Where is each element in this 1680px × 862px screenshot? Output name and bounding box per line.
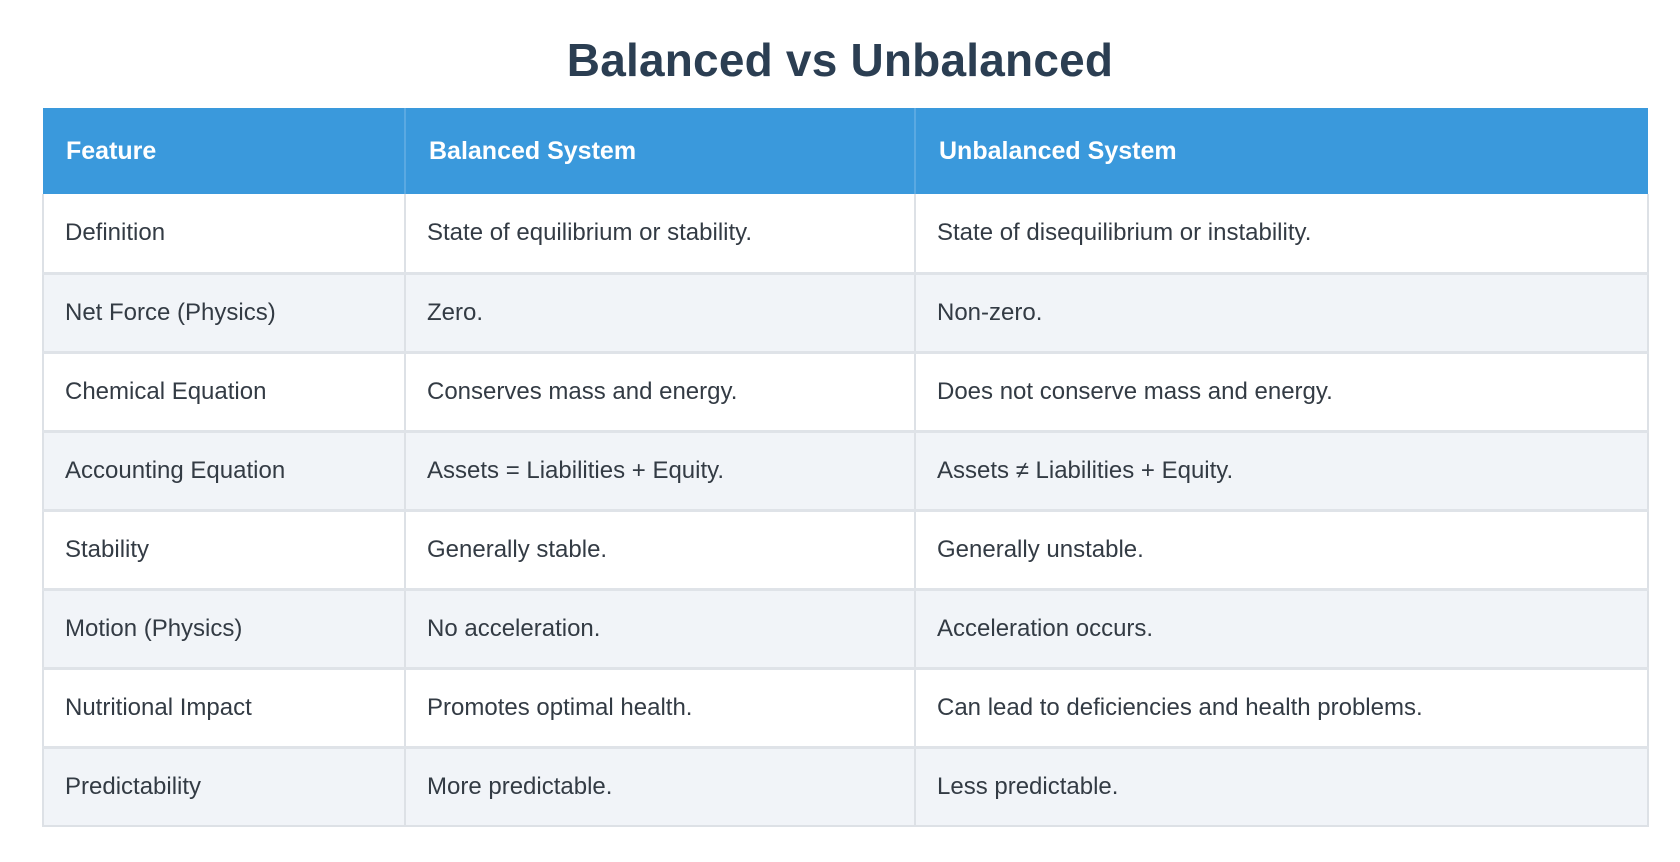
header-feature: Feature (43, 108, 406, 194)
unbalanced-cell: Does not conserve mass and energy. (914, 352, 1649, 433)
balanced-cell: State of equilibrium or stability. (404, 194, 916, 275)
header-row: Feature Balanced System Unbalanced Syste… (43, 108, 1648, 194)
table-row: Chemical Equation Conserves mass and ene… (42, 352, 1649, 433)
unbalanced-cell: Can lead to deficiencies and health prob… (914, 668, 1649, 749)
feature-cell: Definition (42, 194, 406, 275)
table-row: Nutritional Impact Promotes optimal heal… (42, 668, 1649, 749)
unbalanced-cell: State of disequilibrium or instability. (914, 194, 1649, 275)
balanced-cell: Assets = Liabilities + Equity. (404, 431, 916, 512)
balanced-cell: Promotes optimal health. (404, 668, 916, 749)
comparison-table: Feature Balanced System Unbalanced Syste… (42, 108, 1649, 827)
table-row: Predictability More predictable. Less pr… (42, 747, 1649, 827)
table-row: Net Force (Physics) Zero. Non-zero. (42, 273, 1649, 354)
feature-cell: Net Force (Physics) (42, 273, 406, 354)
feature-cell: Stability (42, 510, 406, 591)
table-header: Feature Balanced System Unbalanced Syste… (43, 108, 1648, 194)
balanced-cell: No acceleration. (404, 589, 916, 670)
table-row: Accounting Equation Assets = Liabilities… (42, 431, 1649, 512)
page-title: Balanced vs Unbalanced (566, 34, 1114, 86)
unbalanced-cell: Generally unstable. (914, 510, 1649, 591)
header-unbalanced-system: Unbalanced System (915, 108, 1648, 194)
unbalanced-cell: Less predictable. (914, 747, 1649, 827)
balanced-cell: Generally stable. (404, 510, 916, 591)
feature-cell: Motion (Physics) (42, 589, 406, 670)
feature-cell: Accounting Equation (42, 431, 406, 512)
unbalanced-cell: Acceleration occurs. (914, 589, 1649, 670)
balanced-cell: More predictable. (404, 747, 916, 827)
table-row: Definition State of equilibrium or stabi… (42, 194, 1649, 275)
table-row: Stability Generally stable. Generally un… (42, 510, 1649, 591)
table-body: Definition State of equilibrium or stabi… (42, 194, 1649, 827)
feature-cell: Nutritional Impact (42, 668, 406, 749)
unbalanced-cell: Non-zero. (914, 273, 1649, 354)
header-balanced-system: Balanced System (405, 108, 916, 194)
table-row: Motion (Physics) No acceleration. Accele… (42, 589, 1649, 670)
unbalanced-cell: Assets ≠ Liabilities + Equity. (914, 431, 1649, 512)
balanced-cell: Zero. (404, 273, 916, 354)
feature-cell: Chemical Equation (42, 352, 406, 433)
balanced-cell: Conserves mass and energy. (404, 352, 916, 433)
feature-cell: Predictability (42, 747, 406, 827)
